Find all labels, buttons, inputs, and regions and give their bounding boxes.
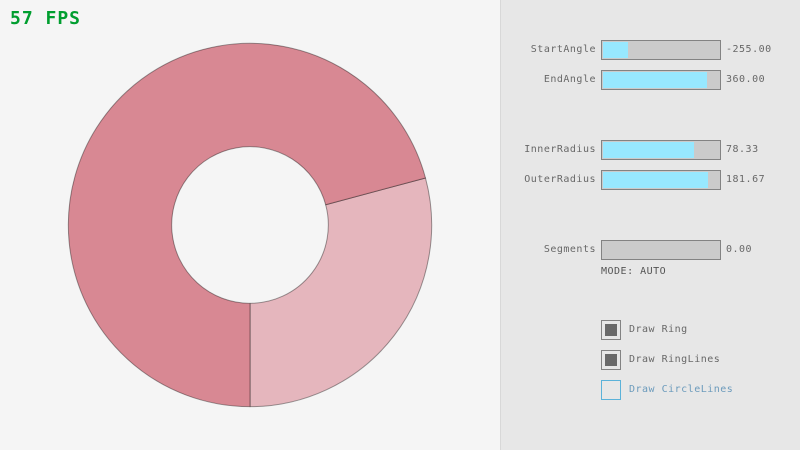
slider-inner-radius[interactable]	[601, 140, 721, 160]
fps-counter: 57 FPS	[10, 8, 82, 29]
checkbox-label-draw-circlelines: Draw CircleLines	[629, 384, 734, 395]
slider-label-inner-radius: InnerRadius	[524, 144, 596, 155]
slider-value-segments: 0.00	[726, 244, 753, 255]
slider-fill-end-angle	[603, 72, 707, 88]
slider-label-start-angle: StartAngle	[530, 44, 596, 55]
slider-start-angle[interactable]	[601, 40, 721, 60]
ring-sector-light	[249, 177, 433, 408]
slider-label-end-angle: EndAngle	[543, 74, 596, 85]
slider-value-start-angle: -255.00	[726, 44, 772, 55]
control-panel: StartAngle -255.00 EndAngle 360.00 InnerRadi…	[500, 0, 800, 450]
slider-segments[interactable]	[601, 240, 721, 260]
ring-sector-dark	[67, 42, 427, 408]
slider-value-end-angle: 360.00	[726, 74, 766, 85]
ring-canvas	[67, 42, 433, 408]
slider-value-outer-radius: 181.67	[726, 174, 766, 185]
slider-label-outer-radius: OuterRadius	[524, 174, 596, 185]
checkbox-label-draw-ring: Draw Ring	[629, 324, 688, 335]
mode-label: MODE: AUTO	[601, 266, 667, 277]
check-mark-icon	[605, 324, 617, 336]
checkbox-draw-ringlines[interactable]	[601, 350, 621, 370]
slider-end-angle[interactable]	[601, 70, 721, 90]
checkbox-draw-ring[interactable]	[601, 320, 621, 340]
check-mark-icon	[605, 354, 617, 366]
checkbox-label-draw-ringlines: Draw RingLines	[629, 354, 721, 365]
slider-label-segments: Segments	[543, 244, 596, 255]
slider-fill-outer-radius	[603, 172, 708, 188]
slider-fill-inner-radius	[603, 142, 694, 158]
slider-outer-radius[interactable]	[601, 170, 721, 190]
checkbox-draw-circlelines[interactable]	[601, 380, 621, 400]
slider-value-inner-radius: 78.33	[726, 144, 759, 155]
slider-fill-start-angle	[603, 42, 628, 58]
